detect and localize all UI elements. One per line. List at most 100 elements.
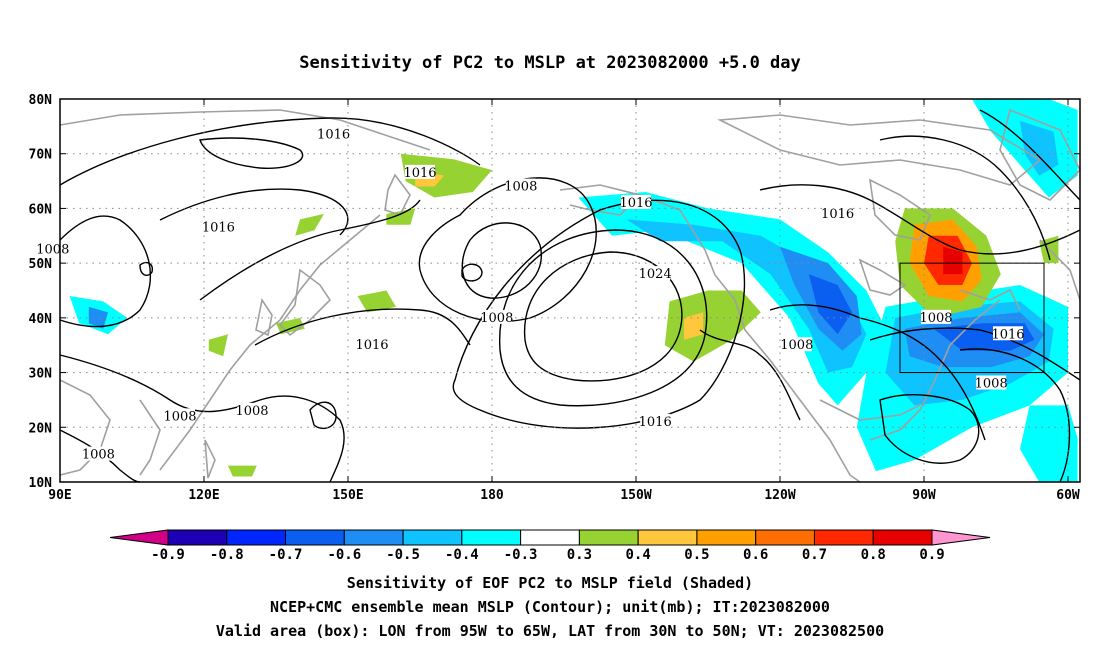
- arctic-loop: [199, 137, 304, 169]
- contour-label-bg: [165, 408, 195, 423]
- lat-tick-label-3: 50N: [29, 257, 53, 272]
- contour-label-bg: [781, 337, 812, 352]
- contour-label-text: 1008: [36, 242, 69, 257]
- contour-label-bg: [237, 402, 267, 417]
- lat-tick-label-5: 30N: [29, 367, 53, 382]
- asia-east-coast: [159, 214, 381, 471]
- colorbar-label-11: 0.7: [802, 547, 827, 563]
- contour-label-9: 1016: [355, 337, 389, 353]
- north-america-coast: [639, 194, 861, 483]
- contour-label-text: 1016: [403, 166, 436, 181]
- contour-label-bg: [993, 326, 1023, 341]
- caption-line-1: Sensitivity of EOF PC2 to MSLP field (Sh…: [347, 574, 753, 592]
- contour-label-text: 1016: [202, 221, 235, 236]
- contour-label-text: 1008: [480, 311, 513, 326]
- contour-label-text: 1016: [317, 128, 350, 143]
- philippines: [204, 439, 216, 479]
- japan: [278, 268, 332, 337]
- greenland-low: [879, 135, 1051, 261]
- lon-tick-label-3: 180: [480, 488, 504, 503]
- indochina: [139, 399, 161, 476]
- contour-label-bg: [203, 219, 234, 234]
- aleutian-low-1008: [418, 177, 597, 323]
- colorbar-label-10: 0.6: [743, 547, 768, 563]
- coastlines: [59, 108, 1081, 483]
- contour-label-text: 1008: [82, 448, 115, 463]
- contour-label-bg: [357, 337, 387, 352]
- contour-label-text: 1024: [639, 267, 672, 282]
- pacific-high-1024: [523, 251, 683, 382]
- contour-label-text: 1008: [780, 338, 813, 353]
- lat-tick-label-7: 10N: [29, 476, 53, 491]
- axis-ticks: 90E 120E 150E 180 150W 120W 90W 60W 80N 70N 60N 50N…: [29, 93, 1080, 503]
- lat-lon-grid: [60, 99, 1080, 482]
- colorbar-label-1: -0.8: [210, 547, 244, 563]
- contour-label-text: 1008: [504, 180, 537, 195]
- contour-label-12: 1016: [991, 326, 1025, 342]
- great-lakes: [858, 258, 907, 296]
- contour-label-16: 1008: [235, 402, 269, 419]
- contour-label-text: 1016: [355, 338, 388, 353]
- colorbar-over-arrow: [931, 529, 991, 546]
- colorbar-swatch-12: [872, 529, 933, 546]
- contour-label-bg: [976, 375, 1007, 390]
- colorbar-swatch-10: [755, 529, 815, 546]
- caption-line-2: NCEP+CMC ensemble mean MSLP (Contour); u…: [270, 598, 830, 616]
- contour-label-bg: [640, 413, 671, 428]
- colorbar-label-3: -0.6: [327, 547, 361, 563]
- atlantic-1016: [959, 348, 1071, 483]
- colorbar-under-arrow: [109, 529, 169, 546]
- shaded-region-25: [208, 334, 228, 357]
- contour-label-10: 1008: [780, 337, 813, 353]
- shaded-region-20: [684, 312, 704, 340]
- contour-label-bg: [83, 446, 114, 461]
- siberia-1016: [159, 188, 349, 236]
- shaded-region-19: [664, 290, 761, 362]
- greenland-coast: [999, 108, 1081, 201]
- contour-label-8: 1008: [480, 309, 513, 326]
- colorbar-label-7: 0.3: [567, 547, 592, 563]
- colorbar-swatch-1: [226, 529, 287, 546]
- subtropic-1008: [59, 354, 345, 483]
- south-asia: [59, 379, 111, 476]
- small-low-1: [309, 401, 337, 430]
- shaded-region-22: [295, 213, 324, 236]
- colorbar-label-12: 0.8: [861, 547, 886, 563]
- colorbar-swatch-11: [813, 529, 874, 546]
- contour-label-bg: [640, 266, 671, 281]
- pacific-high-1020: [499, 229, 708, 407]
- arctic-1016: [59, 117, 481, 186]
- colorbar-swatch-0: [167, 529, 228, 546]
- lon-tick-label-5: 120W: [764, 488, 795, 503]
- eastern-us-coastline: [959, 288, 1021, 311]
- contour-label-4: 1008: [504, 178, 537, 195]
- contour-label-bg: [822, 205, 853, 220]
- colorbar-swatch-3: [343, 529, 404, 546]
- shaded-region-0: [578, 192, 886, 406]
- colorbar-label-9: 0.5: [684, 547, 709, 563]
- valid-area-box: [899, 262, 1045, 374]
- map-panel: 1016 1016 1016 1008 1008 1016 1016 1024 1008 1016…: [29, 93, 1081, 503]
- contour-label-14: 1016: [639, 413, 672, 430]
- contour-label-bg: [921, 309, 951, 324]
- colorbar-swatch-5: [461, 529, 522, 546]
- contour-label-6: 1016: [821, 205, 854, 222]
- shaded-region-17: [400, 153, 492, 198]
- lat-tick-label-0: 80N: [29, 93, 53, 108]
- contour-label-0: 1016: [317, 126, 350, 143]
- asia-north-coast: [59, 109, 431, 151]
- colorbar-swatch-4: [402, 529, 463, 546]
- lon-tick-label-0: 90E: [48, 488, 71, 503]
- colorbar-swatch-2: [285, 529, 345, 546]
- map-frame: [59, 98, 1081, 483]
- lat-tick-label-4: 40N: [29, 312, 53, 327]
- contour-label-11: 1008: [919, 309, 953, 326]
- lon-tick-label-1: 120E: [188, 488, 219, 503]
- contour-label-7: 1024: [639, 266, 672, 282]
- pacific-1016-west: [254, 308, 471, 346]
- shaded-region-9: [1020, 120, 1059, 176]
- east-asia-1016: [199, 199, 421, 301]
- shaded-region-16: [943, 246, 963, 275]
- contour-label-text: 1008: [163, 409, 196, 424]
- contour-label-text: 1016: [619, 196, 652, 211]
